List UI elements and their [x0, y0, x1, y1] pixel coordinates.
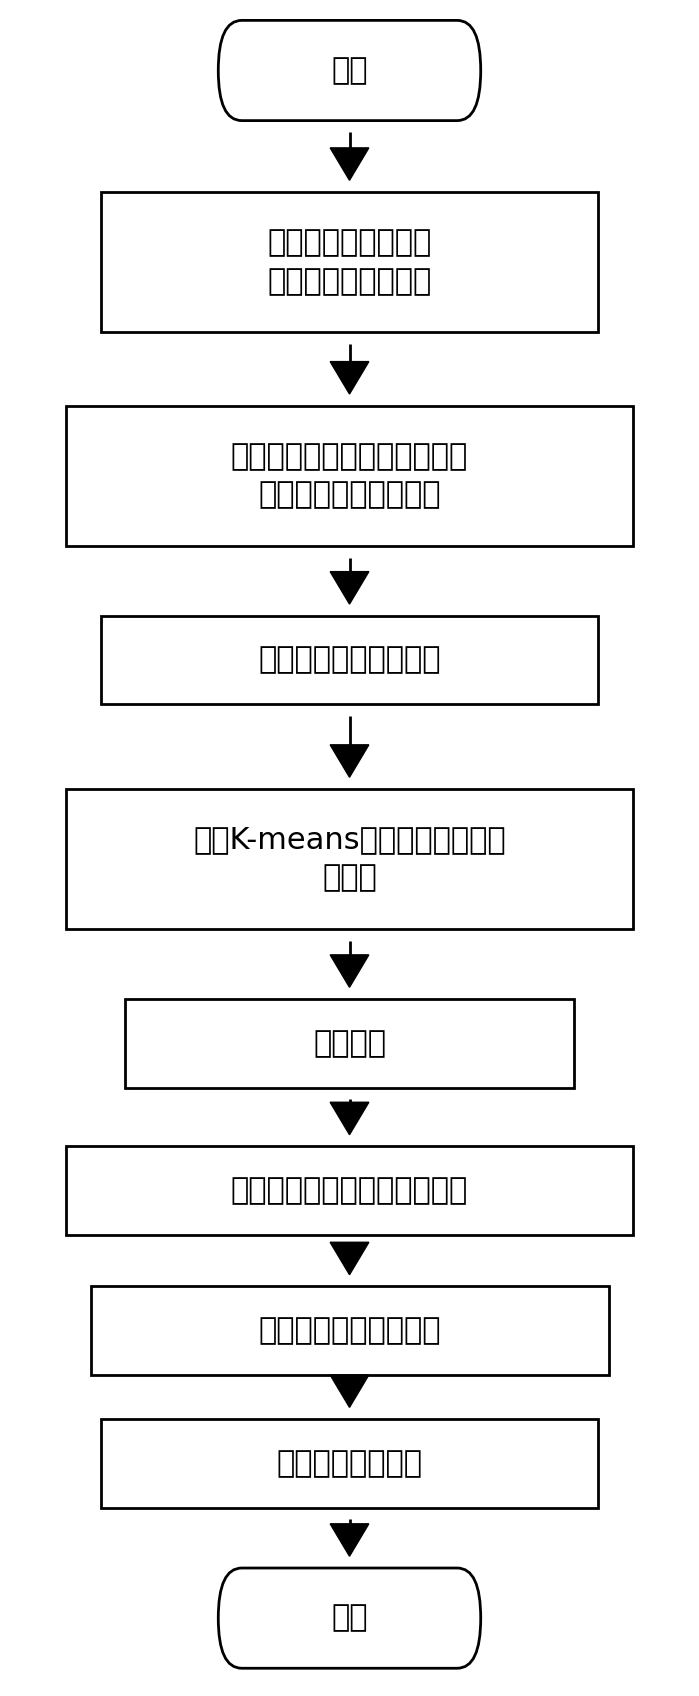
Bar — [101, 1420, 598, 1508]
Text: 样本的提取，参数设定: 样本的提取，参数设定 — [258, 646, 441, 675]
Polygon shape — [330, 572, 369, 604]
Bar — [66, 789, 633, 929]
Bar — [101, 616, 598, 704]
Text: 开始: 开始 — [331, 56, 368, 85]
Bar — [101, 192, 598, 332]
Text: 线损率标杆值确定: 线损率标杆值确定 — [277, 1448, 422, 1477]
Text: 分析台区线损影响因
子对线损率影响关系: 分析台区线损影响因 子对线损率影响关系 — [268, 229, 431, 295]
Text: 台区电气特征参数的分析与选
取，并进行标准化处理: 台区电气特征参数的分析与选 取，并进行标准化处理 — [231, 443, 468, 509]
Polygon shape — [330, 1241, 369, 1275]
Polygon shape — [330, 955, 369, 987]
Bar — [66, 405, 633, 546]
Polygon shape — [330, 1102, 369, 1135]
Polygon shape — [330, 148, 369, 180]
Bar — [125, 999, 574, 1087]
Polygon shape — [330, 1523, 369, 1557]
FancyBboxPatch shape — [218, 20, 481, 120]
Polygon shape — [330, 361, 369, 393]
Text: 基于K-means聚类算法对数据进
行聚类: 基于K-means聚类算法对数据进 行聚类 — [193, 826, 506, 892]
Text: 对统计结果建立预测计算方程: 对统计结果建立预测计算方程 — [231, 1177, 468, 1206]
FancyBboxPatch shape — [218, 1569, 481, 1669]
Text: 台区线损率的预测计算: 台区线损率的预测计算 — [258, 1316, 441, 1345]
Bar — [90, 1287, 609, 1375]
Bar — [66, 1146, 633, 1235]
Polygon shape — [330, 1375, 369, 1408]
Polygon shape — [330, 745, 369, 777]
Text: 结束: 结束 — [331, 1604, 368, 1633]
Text: 聚类结果: 聚类结果 — [313, 1029, 386, 1058]
